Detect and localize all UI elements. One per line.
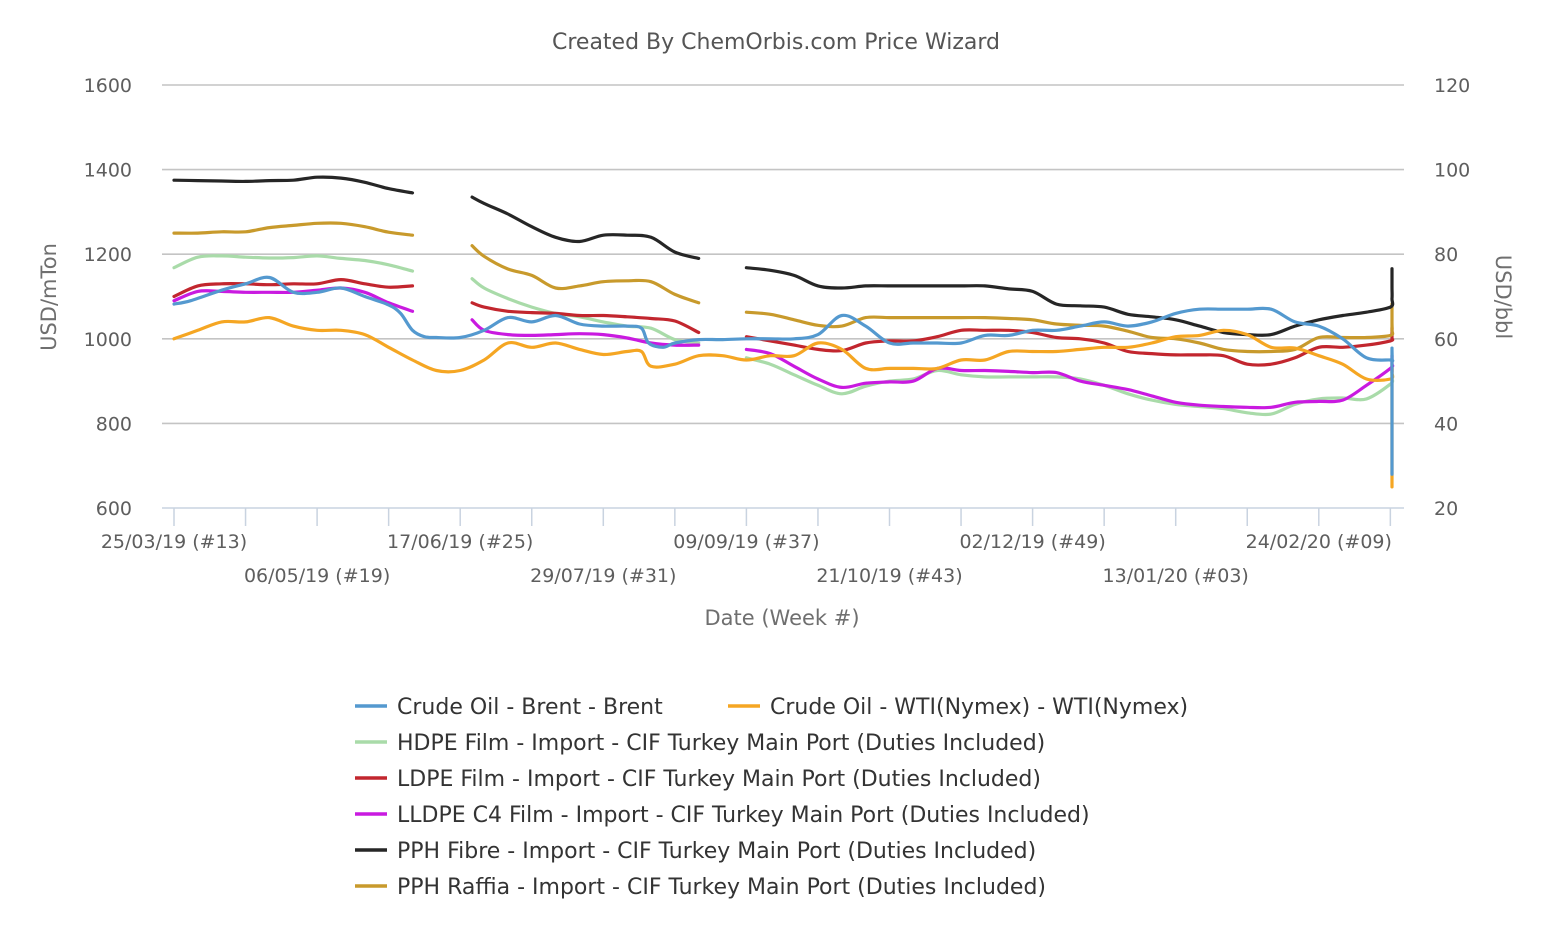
series-line [172,275,1395,476]
series-line [470,301,701,335]
series-line [172,315,1395,489]
legend-label: Crude Oil - Brent - Brent [397,695,663,720]
x-tick-label: 06/05/19 (#19) [244,565,390,587]
legend-label: Crude Oil - WTI(Nymex) - WTI(Nymex) [770,695,1188,720]
x-axis: 25/03/19 (#13) 06/05/19 (#19) 17/06/19 (#2… [101,508,1392,587]
y-axis-right: 20 40 60 80 100 120 [1434,75,1470,520]
series-4 [172,286,1395,410]
legend-item: Crude Oil - Brent - Brent [355,695,663,720]
legend-label: PPH Raffia - Import - CIF Turkey Main Po… [397,875,1046,900]
legend-item: PPH Raffia - Import - CIF Turkey Main Po… [355,875,1046,900]
y-left-tick-label: 800 [96,413,132,435]
y-right-tick-label: 60 [1434,329,1458,351]
x-tick-label: 21/10/19 (#43) [816,565,962,587]
series-line [470,244,701,305]
x-tick-label: 25/03/19 (#13) [101,531,247,553]
x-tick-label: 09/09/19 (#37) [673,531,819,553]
series-1 [172,315,1395,489]
x-axis-label: Date (Week #) [704,606,859,630]
legend-label: HDPE Film - Import - CIF Turkey Main Por… [397,731,1045,756]
series-line [744,326,1395,367]
series-line [470,195,701,260]
y-left-tick-label: 1000 [84,329,132,351]
y-right-tick-label: 100 [1434,160,1470,182]
series-0 [172,275,1395,476]
x-tick-label: 24/02/20 (#09) [1246,531,1392,553]
legend-item: LDPE Film - Import - CIF Turkey Main Por… [355,767,1041,792]
legend-item: Crude Oil - WTI(Nymex) - WTI(Nymex) [728,695,1188,720]
y-right-tick-label: 120 [1434,75,1470,97]
y-right-tick-label: 20 [1434,498,1458,520]
series-2 [172,254,1395,417]
series-lines [172,175,1395,489]
y-left-tick-label: 1400 [84,160,132,182]
legend-label: LDPE Film - Import - CIF Turkey Main Por… [397,767,1041,792]
series-5 [172,175,1395,337]
x-tick-label: 17/06/19 (#25) [387,531,533,553]
legend-item: LLDPE C4 Film - Import - CIF Turkey Main… [355,803,1090,828]
y-axis-right-label: USD/bbl [1491,255,1515,339]
y-axis-left-label: USD/mTon [37,243,61,351]
x-tick-label: 02/12/19 (#49) [959,531,1105,553]
y-right-tick-label: 80 [1434,244,1458,266]
legend-item: PPH Fibre - Import - CIF Turkey Main Por… [355,839,1036,864]
x-tick-label: 29/07/19 (#31) [530,565,676,587]
grid [162,84,1404,509]
x-tick-label: 13/01/20 (#03) [1103,565,1249,587]
legend-item: HDPE Film - Import - CIF Turkey Main Por… [355,731,1045,756]
series-line [172,221,415,237]
series-line [744,266,1395,337]
series-line [172,278,415,299]
legend-label: LLDPE C4 Film - Import - CIF Turkey Main… [397,803,1090,828]
y-right-tick-label: 40 [1434,413,1458,435]
legend-label: PPH Fibre - Import - CIF Turkey Main Por… [397,839,1036,864]
y-left-tick-label: 1600 [84,75,132,97]
legend: Crude Oil - Brent - Brent Crude Oil - WTI… [355,695,1188,900]
series-line [172,175,415,195]
y-left-tick-label: 1200 [84,244,132,266]
y-axis-left: 600 800 1000 1200 1400 1600 [84,75,132,520]
series-line [172,254,415,273]
chart-title: Created By ChemOrbis.com Price Wizard [552,30,1000,55]
series-line [470,318,701,347]
y-left-tick-label: 600 [96,498,132,520]
